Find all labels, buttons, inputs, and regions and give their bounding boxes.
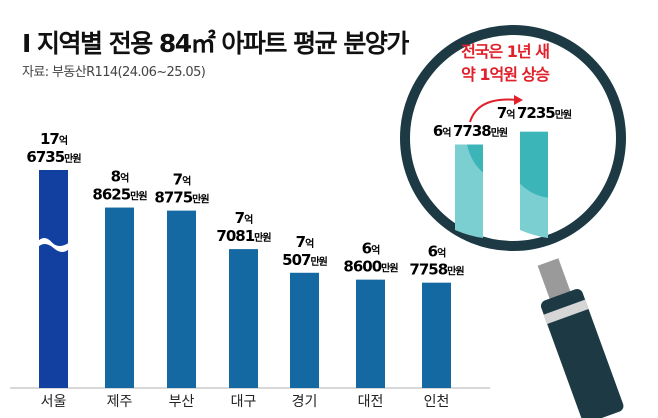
data-label-대구-man: 7081만원 — [216, 227, 271, 245]
inset-bar-shade — [467, 144, 483, 173]
x-tick-label: 경기 — [292, 394, 318, 410]
increase-arrow — [469, 98, 519, 123]
bar-서울 — [39, 170, 68, 388]
bar-대구 — [229, 249, 258, 388]
page-title: I 지역별 전용 84㎡ 아파트 평균 분양가 — [22, 29, 409, 58]
increase-arrowhead — [514, 95, 523, 105]
bar-인천 — [422, 282, 451, 388]
bar-부산 — [167, 210, 196, 388]
inset-bar-1 — [455, 144, 483, 238]
x-tick-label: 대구 — [231, 394, 257, 410]
x-tick-label: 서울 — [41, 394, 67, 410]
data-label-부산-eok: 7억 — [173, 171, 191, 189]
data-label-대구-eok: 7억 — [235, 209, 253, 227]
data-label-인천-man: 7758만원 — [409, 261, 464, 279]
data-label-대전-eok: 6억 — [362, 240, 380, 258]
data-label-서울-man: 6735만원 — [26, 148, 81, 166]
data-label-대전-man: 8600만원 — [343, 258, 398, 276]
bar-대전 — [356, 279, 385, 388]
inset-bar-shade — [520, 131, 548, 198]
data-label-경기-eok: 7억 — [296, 233, 314, 251]
inset-annotation-line2: 약 1억원 상승 — [461, 65, 550, 84]
data-label-제주-eok: 8억 — [111, 168, 129, 186]
data-label-서울-eok: 17억 — [40, 130, 68, 148]
inset-annotation-line1: 전국은 1년 새 — [461, 42, 549, 61]
source-note: 자료: 부동산R114(24.06~25.05) — [22, 65, 206, 80]
bar-경기 — [290, 272, 319, 388]
data-label-제주-man: 8625만원 — [92, 186, 147, 204]
data-label-부산-man: 8775만원 — [154, 189, 209, 207]
x-tick-label: 부산 — [169, 394, 195, 410]
x-tick-label: 인천 — [424, 394, 450, 410]
x-tick-label: 대전 — [358, 394, 384, 410]
axis-break-mark — [37, 237, 70, 252]
data-label-경기-man: 507만원 — [282, 251, 328, 269]
bar-제주 — [105, 207, 134, 388]
x-tick-label: 제주 — [107, 394, 133, 410]
data-label-인천-eok: 6억 — [428, 243, 446, 261]
magnifier-handle — [537, 258, 624, 418]
